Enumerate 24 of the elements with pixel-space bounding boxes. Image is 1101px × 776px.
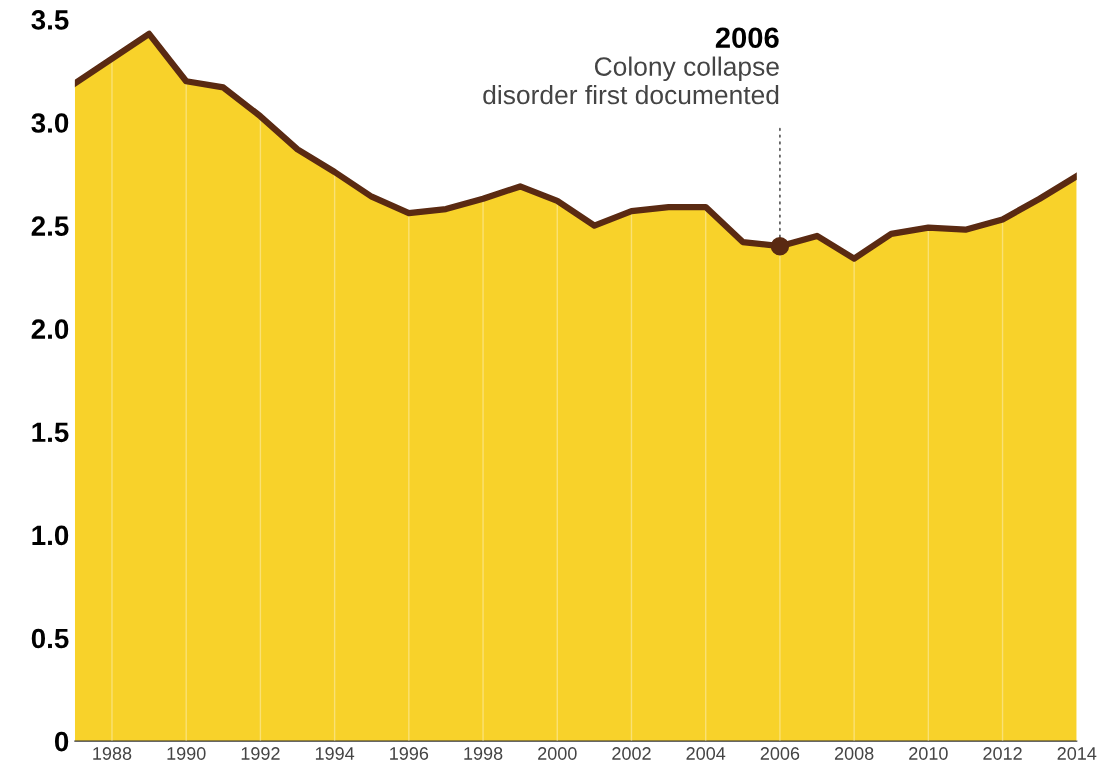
x-tick-label: 1994 [315,747,355,760]
x-tick-label: 1988 [93,747,132,760]
x-tick-label: 2014 [1057,747,1097,760]
y-tick-label: 1.5 [32,422,69,443]
x-tick-label: 2008 [834,747,874,760]
x-tick-label: 2004 [686,747,726,760]
x-tick-label: 2000 [538,747,577,760]
y-tick-label: 0 [54,731,69,752]
y-tick-label: 3.0 [31,113,69,133]
y-tick-label: 3.5 [31,10,69,30]
y-tick-label: 2.5 [31,216,69,236]
annotation: 2006 [715,27,779,49]
x-tick-label: 1992 [241,747,280,760]
x-tick-label: 2012 [983,747,1022,760]
y-tick-label: 0.5 [31,628,69,649]
x-tick-label: 2006 [760,747,800,760]
y-tick-label: 2.0 [31,319,69,340]
x-tick-label: 2010 [909,747,948,760]
x-tick-label: 1998 [464,747,503,760]
x-tick-label: 1990 [167,747,206,760]
annotation: Colony collapse disorder first documented [483,56,779,105]
y-tick-label: 1.0 [32,525,69,546]
x-tick-label: 2002 [612,747,651,760]
x-tick-label: 1996 [390,747,429,760]
